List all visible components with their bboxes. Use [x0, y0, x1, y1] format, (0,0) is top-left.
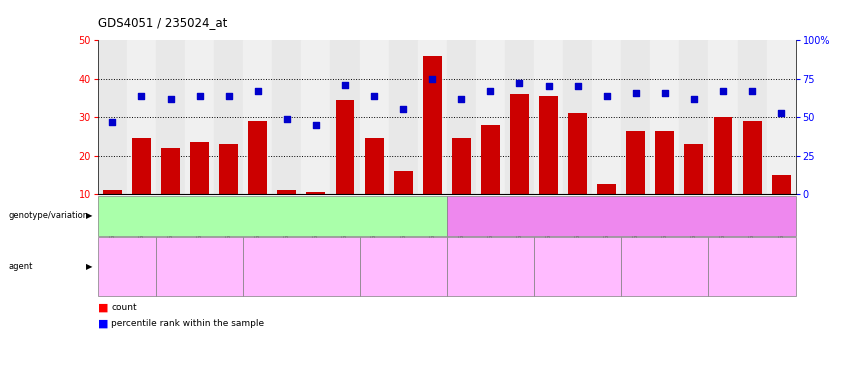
Point — [600, 93, 614, 99]
Bar — [248, 121, 267, 232]
Bar — [713, 117, 733, 232]
Bar — [156, 40, 186, 194]
Point — [280, 116, 294, 122]
Bar — [243, 40, 272, 194]
Bar — [679, 40, 708, 194]
Bar — [650, 40, 679, 194]
Bar — [98, 40, 127, 194]
Text: genotype/variation: genotype/variation — [9, 212, 89, 220]
Text: ■: ■ — [98, 303, 108, 313]
Point — [251, 88, 265, 94]
Point — [193, 93, 207, 99]
Point — [106, 119, 119, 125]
Bar — [626, 131, 645, 232]
Text: GDS4051 / 235024_at: GDS4051 / 235024_at — [98, 16, 227, 29]
Bar — [418, 40, 447, 194]
Bar — [597, 184, 616, 232]
Bar — [592, 40, 621, 194]
Point — [163, 96, 177, 102]
Bar — [389, 40, 418, 194]
Point — [629, 89, 643, 96]
Point — [483, 88, 497, 94]
Text: ▶: ▶ — [86, 262, 93, 271]
Point — [368, 93, 381, 99]
Point — [717, 88, 730, 94]
Bar — [161, 148, 180, 232]
Bar — [621, 40, 650, 194]
Bar — [364, 138, 384, 232]
Point — [222, 93, 236, 99]
Bar — [214, 40, 243, 194]
Bar — [132, 138, 151, 232]
Text: agent: agent — [9, 262, 33, 271]
Bar — [510, 94, 529, 232]
Point — [454, 96, 468, 102]
Bar — [186, 40, 214, 194]
Bar — [306, 192, 325, 232]
Bar — [301, 40, 330, 194]
Point — [338, 82, 351, 88]
Point — [397, 106, 410, 113]
Bar — [423, 56, 442, 232]
Point — [571, 83, 585, 89]
Point — [309, 122, 323, 128]
Bar — [767, 40, 796, 194]
Bar — [330, 40, 359, 194]
Bar — [272, 40, 301, 194]
Point — [687, 96, 700, 102]
Bar — [684, 144, 704, 232]
Bar — [709, 40, 738, 194]
Bar — [534, 40, 563, 194]
Point — [745, 88, 759, 94]
Bar — [127, 40, 156, 194]
Point — [426, 76, 439, 82]
Bar — [103, 190, 122, 232]
Bar — [476, 40, 505, 194]
Point — [658, 89, 671, 96]
Bar — [359, 40, 389, 194]
Bar — [335, 100, 355, 232]
Bar — [481, 125, 500, 232]
Text: ■: ■ — [98, 318, 108, 328]
Point — [512, 80, 526, 86]
Bar — [738, 40, 767, 194]
Bar — [568, 113, 587, 232]
Bar — [452, 138, 471, 232]
Point — [542, 83, 556, 89]
Bar — [394, 171, 413, 232]
Bar — [277, 190, 296, 232]
Bar — [190, 142, 209, 232]
Bar — [220, 144, 238, 232]
Bar — [539, 96, 558, 232]
Bar — [447, 40, 476, 194]
Bar — [505, 40, 534, 194]
Bar — [655, 131, 674, 232]
Point — [134, 93, 148, 99]
Bar — [772, 175, 791, 232]
Bar — [563, 40, 592, 194]
Text: percentile rank within the sample: percentile rank within the sample — [111, 319, 265, 328]
Bar — [743, 121, 762, 232]
Text: count: count — [111, 303, 137, 313]
Point — [774, 109, 788, 116]
Text: ▶: ▶ — [86, 212, 93, 220]
